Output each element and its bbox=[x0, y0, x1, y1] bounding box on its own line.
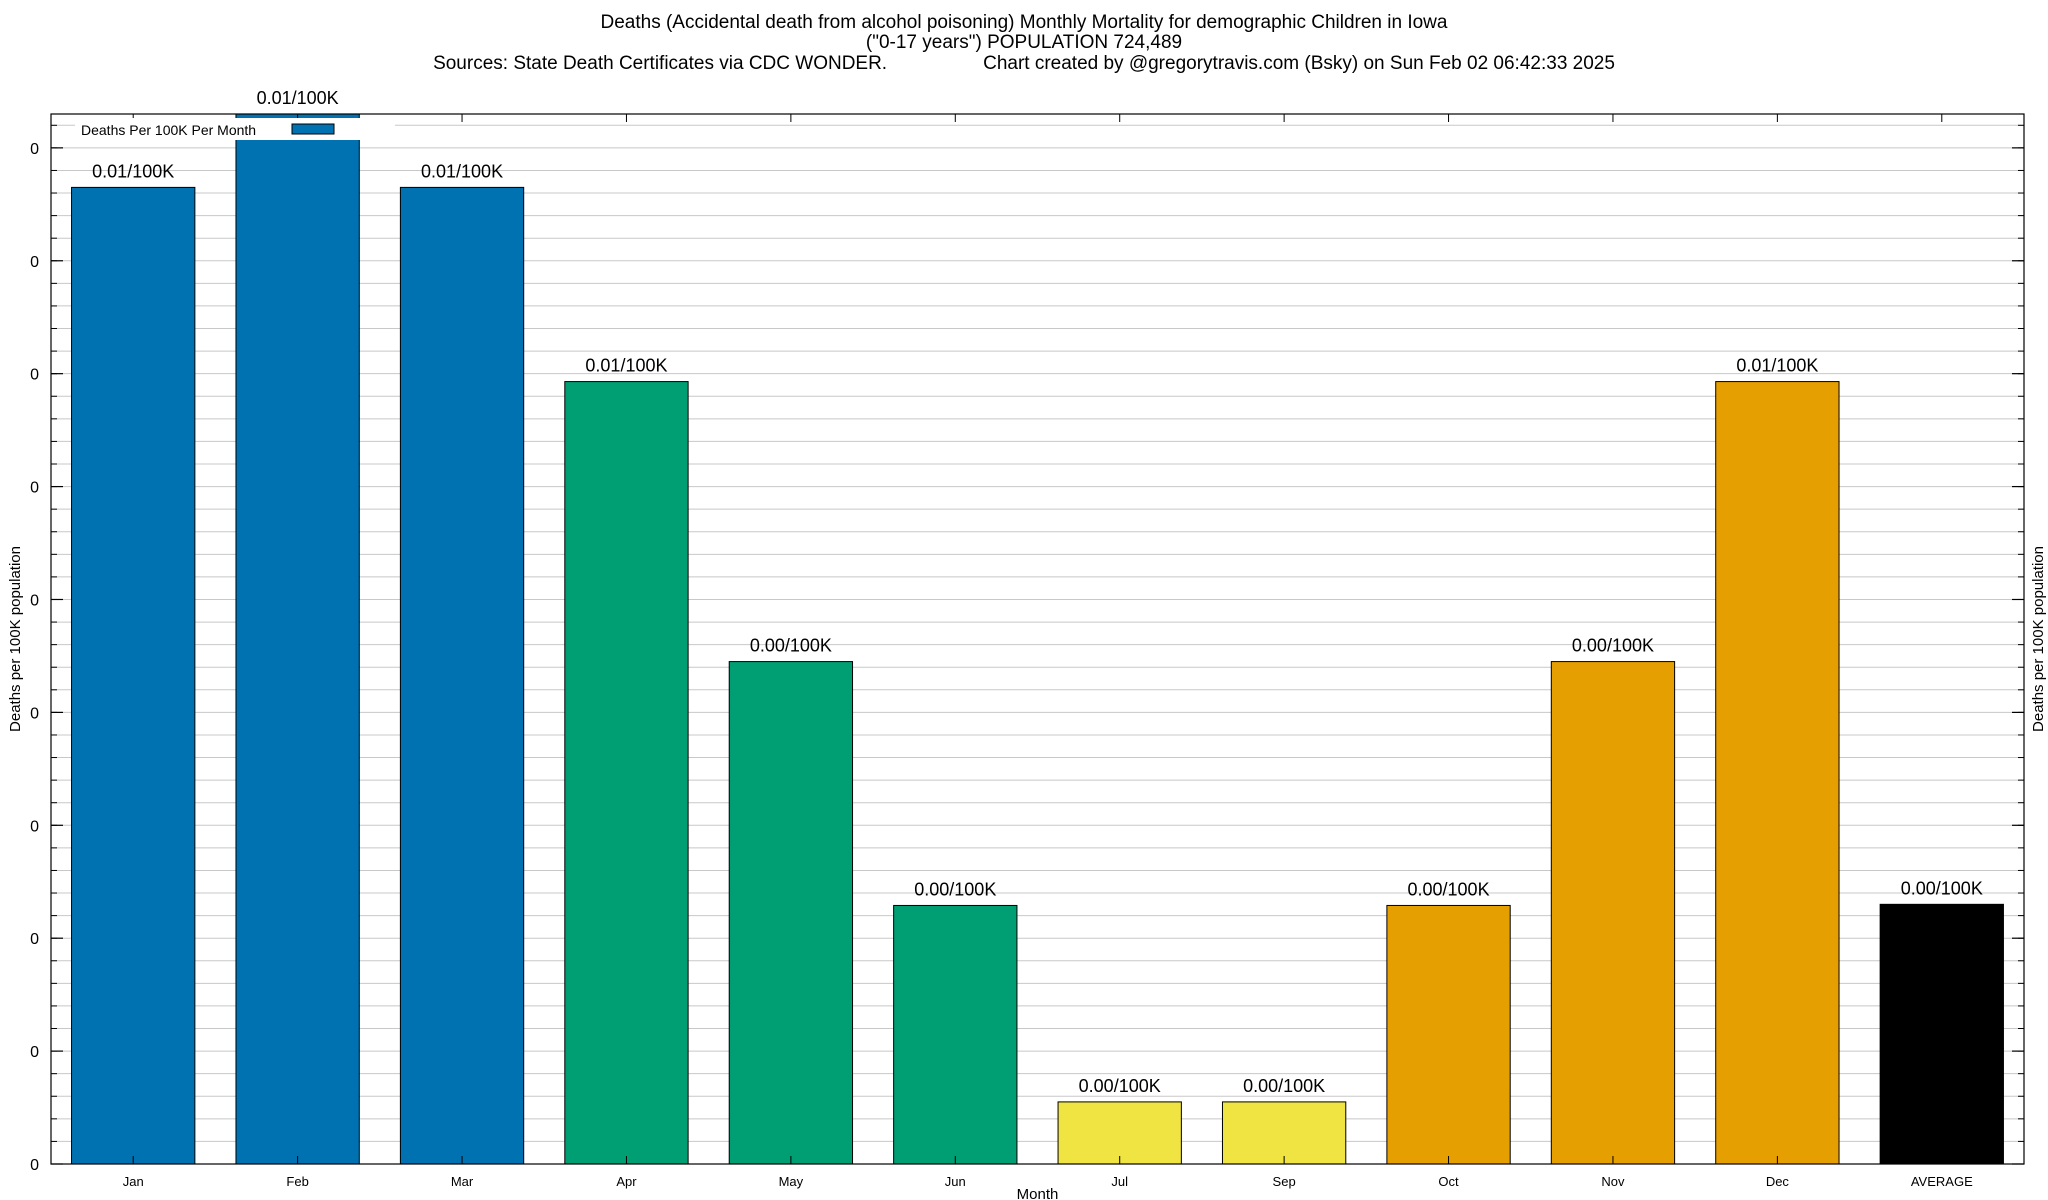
x-tick-label: Oct bbox=[1438, 1174, 1459, 1189]
x-axis-title: Month bbox=[1017, 1186, 1059, 1200]
y-tick-label: 0 bbox=[30, 1157, 39, 1174]
x-tick-label: Jul bbox=[1111, 1174, 1128, 1189]
y-tick-label: 0 bbox=[30, 254, 39, 271]
bar-feb bbox=[235, 113, 360, 1165]
x-tick-label: AVERAGE bbox=[1911, 1174, 1973, 1189]
x-tick-label: Nov bbox=[1601, 1174, 1625, 1189]
chart-source-line: Sources: State Death Certificates via CD… bbox=[0, 53, 2048, 75]
y-tick-label: 0 bbox=[30, 818, 39, 835]
x-tick-label: Jun bbox=[945, 1174, 966, 1189]
bar-mar bbox=[399, 186, 525, 1165]
bar-data-label: 0.00/100K bbox=[1901, 878, 1983, 898]
y-tick-label: 0 bbox=[30, 592, 39, 609]
bar-may bbox=[728, 661, 854, 1165]
bar-nov bbox=[1550, 661, 1676, 1165]
x-tick-label: Feb bbox=[286, 1174, 308, 1189]
bar-jul bbox=[1057, 1101, 1182, 1165]
bar-data-label: 0.00/100K bbox=[1572, 636, 1654, 656]
x-tick-label: Mar bbox=[451, 1174, 474, 1189]
y-axis-title-right: Deaths per 100K population bbox=[2030, 546, 2047, 732]
bar-average bbox=[1879, 903, 2004, 1165]
chart-title: Deaths (Accidental death from alcohol po… bbox=[600, 12, 1448, 33]
bar-jun bbox=[893, 904, 1018, 1165]
bar-apr bbox=[564, 381, 689, 1165]
y-tick-label: 0 bbox=[30, 480, 39, 497]
chart-credit: Chart created by @gregorytravis.com (Bsk… bbox=[983, 53, 1615, 74]
bar-sep bbox=[1221, 1101, 1347, 1165]
bar-oct bbox=[1386, 904, 1511, 1165]
bar-data-label: 0.00/100K bbox=[1408, 879, 1490, 899]
chart-subtitle: ("0-17 years") POPULATION 724,489 bbox=[865, 32, 1183, 53]
y-axis-title-left: Deaths per 100K population bbox=[7, 546, 24, 732]
bar-dec bbox=[1715, 381, 1840, 1165]
legend-label: Deaths Per 100K Per Month bbox=[81, 122, 256, 138]
y-tick-label: 0 bbox=[30, 705, 39, 722]
chart-source: Sources: State Death Certificates via CD… bbox=[433, 53, 888, 74]
y-tick-label: 0 bbox=[30, 367, 39, 384]
x-tick-label: May bbox=[779, 1174, 804, 1189]
bar-data-label: 0.00/100K bbox=[750, 636, 832, 656]
x-tick-label: Dec bbox=[1766, 1174, 1790, 1189]
bar-data-label: 0.00/100K bbox=[1079, 1076, 1161, 1096]
x-tick-label: Jan bbox=[123, 1174, 144, 1189]
plot-border bbox=[50, 113, 2025, 1165]
bar-data-label: 0.00/100K bbox=[1243, 1076, 1325, 1096]
bar-data-label: 0.01/100K bbox=[257, 88, 339, 108]
legend-swatch bbox=[291, 123, 335, 135]
y-tick-label: 0 bbox=[30, 931, 39, 948]
bar-data-label: 0.01/100K bbox=[421, 161, 503, 181]
x-tick-label: Sep bbox=[1273, 1174, 1296, 1189]
y-tick-label: 0 bbox=[30, 1044, 39, 1061]
x-tick-label: Apr bbox=[616, 1174, 637, 1189]
bar-data-label: 0.01/100K bbox=[92, 161, 174, 181]
y-tick-label: 0 bbox=[30, 141, 39, 158]
bar-jan bbox=[71, 186, 196, 1165]
bar-data-label: 0.00/100K bbox=[914, 879, 996, 899]
bar-data-label: 0.01/100K bbox=[1736, 356, 1818, 376]
bar-data-label: 0.01/100K bbox=[585, 356, 667, 376]
